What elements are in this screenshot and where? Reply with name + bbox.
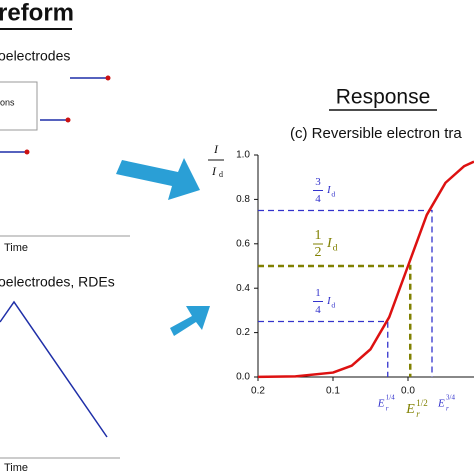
guide-line xyxy=(258,209,433,377)
guide-line xyxy=(258,264,412,377)
legend-box xyxy=(0,81,38,131)
e-sub: r xyxy=(386,405,389,413)
e-sup: 1/4 xyxy=(386,394,395,402)
fraction-den: 2 xyxy=(315,245,322,260)
y-tick-label: 0.4 xyxy=(236,283,250,294)
arrow xyxy=(116,158,200,200)
waveform xyxy=(0,300,108,438)
electrode-tip xyxy=(24,149,30,155)
e-sub: r xyxy=(416,409,420,419)
y-tick-label: 1.0 xyxy=(236,150,250,161)
chart-title: (c) Reversible electron tra xyxy=(290,125,462,142)
left-title: reform xyxy=(0,0,74,26)
guide-symbol: I xyxy=(326,184,332,196)
e-sub: r xyxy=(446,405,449,413)
arrow xyxy=(170,306,210,336)
y-tick-label: 0.2 xyxy=(236,327,250,338)
axis-label: Time xyxy=(4,462,28,474)
e-symbol: E xyxy=(377,398,385,410)
electrode-tip xyxy=(105,75,111,81)
curve xyxy=(257,160,474,379)
y-label: I xyxy=(213,142,219,156)
guide-symbol: I xyxy=(326,236,333,251)
e-symbol: E xyxy=(437,398,445,410)
guide-sub: d xyxy=(331,189,335,198)
guide-sub: d xyxy=(333,242,338,253)
y-label-sub: d xyxy=(219,170,223,179)
fraction-num: 1 xyxy=(315,287,321,299)
fraction-den: 4 xyxy=(315,193,321,205)
fraction-num: 1 xyxy=(315,228,322,243)
guide-symbol: I xyxy=(326,295,332,307)
fraction-den: 4 xyxy=(315,304,321,316)
y-tick-label: 0.8 xyxy=(236,194,250,205)
section-label: oelectrodes xyxy=(0,48,70,64)
x-tick-label: 0.1 xyxy=(326,386,340,397)
y-label: I xyxy=(211,164,217,178)
box-text: ons xyxy=(0,97,15,107)
section-label: oelectrodes, RDEs xyxy=(0,274,115,290)
guide-line xyxy=(258,320,389,377)
right-title: Response xyxy=(336,86,431,109)
y-tick-label: 0.6 xyxy=(236,238,250,249)
x-tick-label: 0.0 xyxy=(401,386,415,397)
e-sup: 1/2 xyxy=(416,398,428,408)
electrode-icons xyxy=(0,77,108,153)
guide-sub: d xyxy=(331,300,335,309)
e-sup: 3/4 xyxy=(446,394,455,402)
electrode-tip xyxy=(65,117,71,123)
x-tick-label: 0.2 xyxy=(251,386,265,397)
fraction-num: 3 xyxy=(315,176,321,188)
axis-label: Time xyxy=(4,242,28,254)
e-symbol: E xyxy=(405,402,415,417)
y-tick-label: 0.0 xyxy=(236,372,250,383)
